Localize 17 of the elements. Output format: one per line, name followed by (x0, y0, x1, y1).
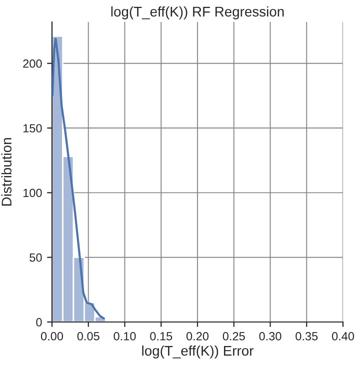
x-tick-label: 0.05 (77, 332, 100, 340)
x-tick-label: 0.40 (332, 332, 354, 340)
x-tick-label: 0.00 (40, 332, 64, 340)
x-axis-title: log(T_eff(K)) Error (142, 346, 254, 358)
x-tick-label: 0.20 (186, 332, 209, 340)
x-tick-label: 0.10 (114, 332, 136, 340)
x-tick-label: 0.25 (222, 332, 245, 340)
x-tick-label: 0.30 (259, 332, 282, 340)
y-tick-label: 0 (36, 318, 42, 326)
y-tick-label: 100 (23, 188, 42, 198)
y-axis-title: Distribution (1, 138, 12, 206)
y-tick-label: 150 (23, 124, 42, 132)
x-tick-label: 0.15 (150, 332, 172, 340)
y-tick-label: 50 (30, 253, 42, 262)
chart-title: log(T_eff(K)) RF Regression (111, 6, 284, 20)
y-tick-label: 200 (23, 59, 42, 68)
x-tick-label: 0.35 (296, 332, 318, 340)
